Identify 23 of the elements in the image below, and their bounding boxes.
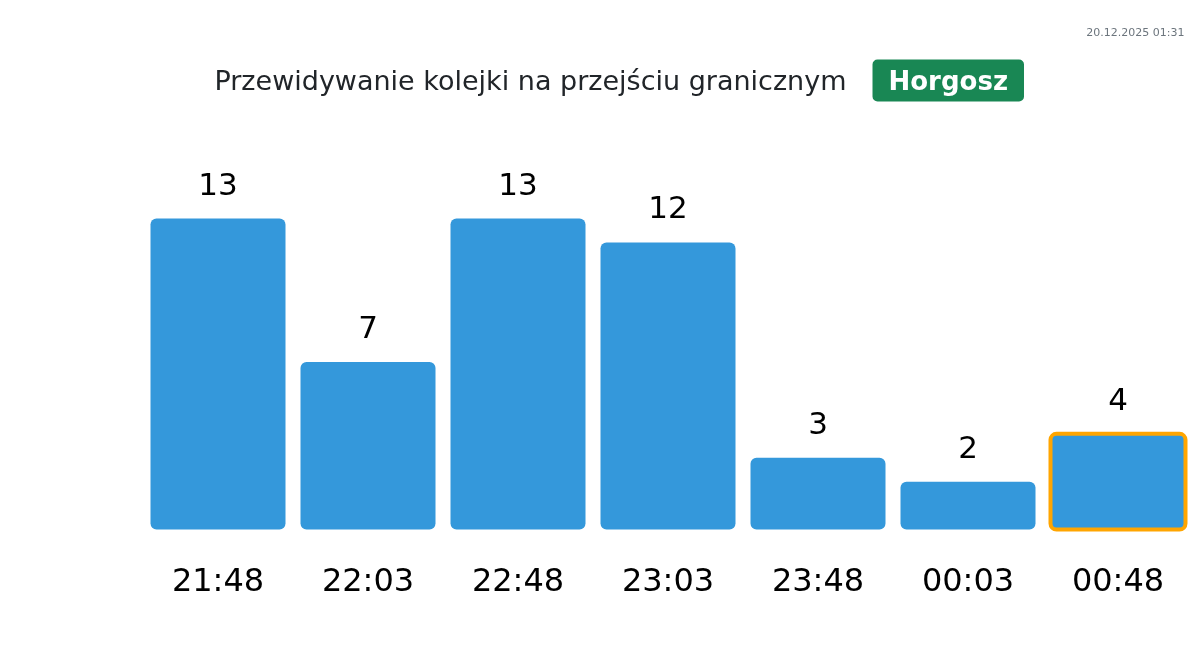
- x-tick-label: 22:48: [471, 560, 565, 599]
- data-label: 4: [1108, 380, 1128, 417]
- data-label: 12: [648, 189, 688, 226]
- bar: [300, 362, 436, 530]
- x-tick-label: 23:48: [771, 560, 865, 599]
- bar: [750, 457, 886, 530]
- x-tick-label: 00:03: [921, 560, 1015, 599]
- data-label: 13: [498, 165, 538, 202]
- chart-subtitle: Horgosz: [888, 65, 1009, 96]
- data-label: 3: [808, 404, 828, 441]
- data-label: 2: [958, 428, 978, 465]
- x-tick-label: 23:03: [621, 560, 715, 599]
- x-tick-label: 21:48: [171, 560, 265, 599]
- x-tick-label: 22:03: [321, 560, 415, 599]
- bar: [450, 218, 586, 530]
- x-tick-label: 00:48: [1071, 560, 1165, 599]
- bar: [900, 481, 1036, 530]
- bar: [150, 218, 286, 530]
- text: 20.12.2025 01:31: [1086, 26, 1185, 39]
- chart-title: Przewidywanie kolejki na przejściu granicznym: [214, 65, 847, 96]
- data-label: 13: [198, 165, 238, 202]
- data-label: 7: [358, 309, 378, 346]
- bar: [600, 242, 736, 530]
